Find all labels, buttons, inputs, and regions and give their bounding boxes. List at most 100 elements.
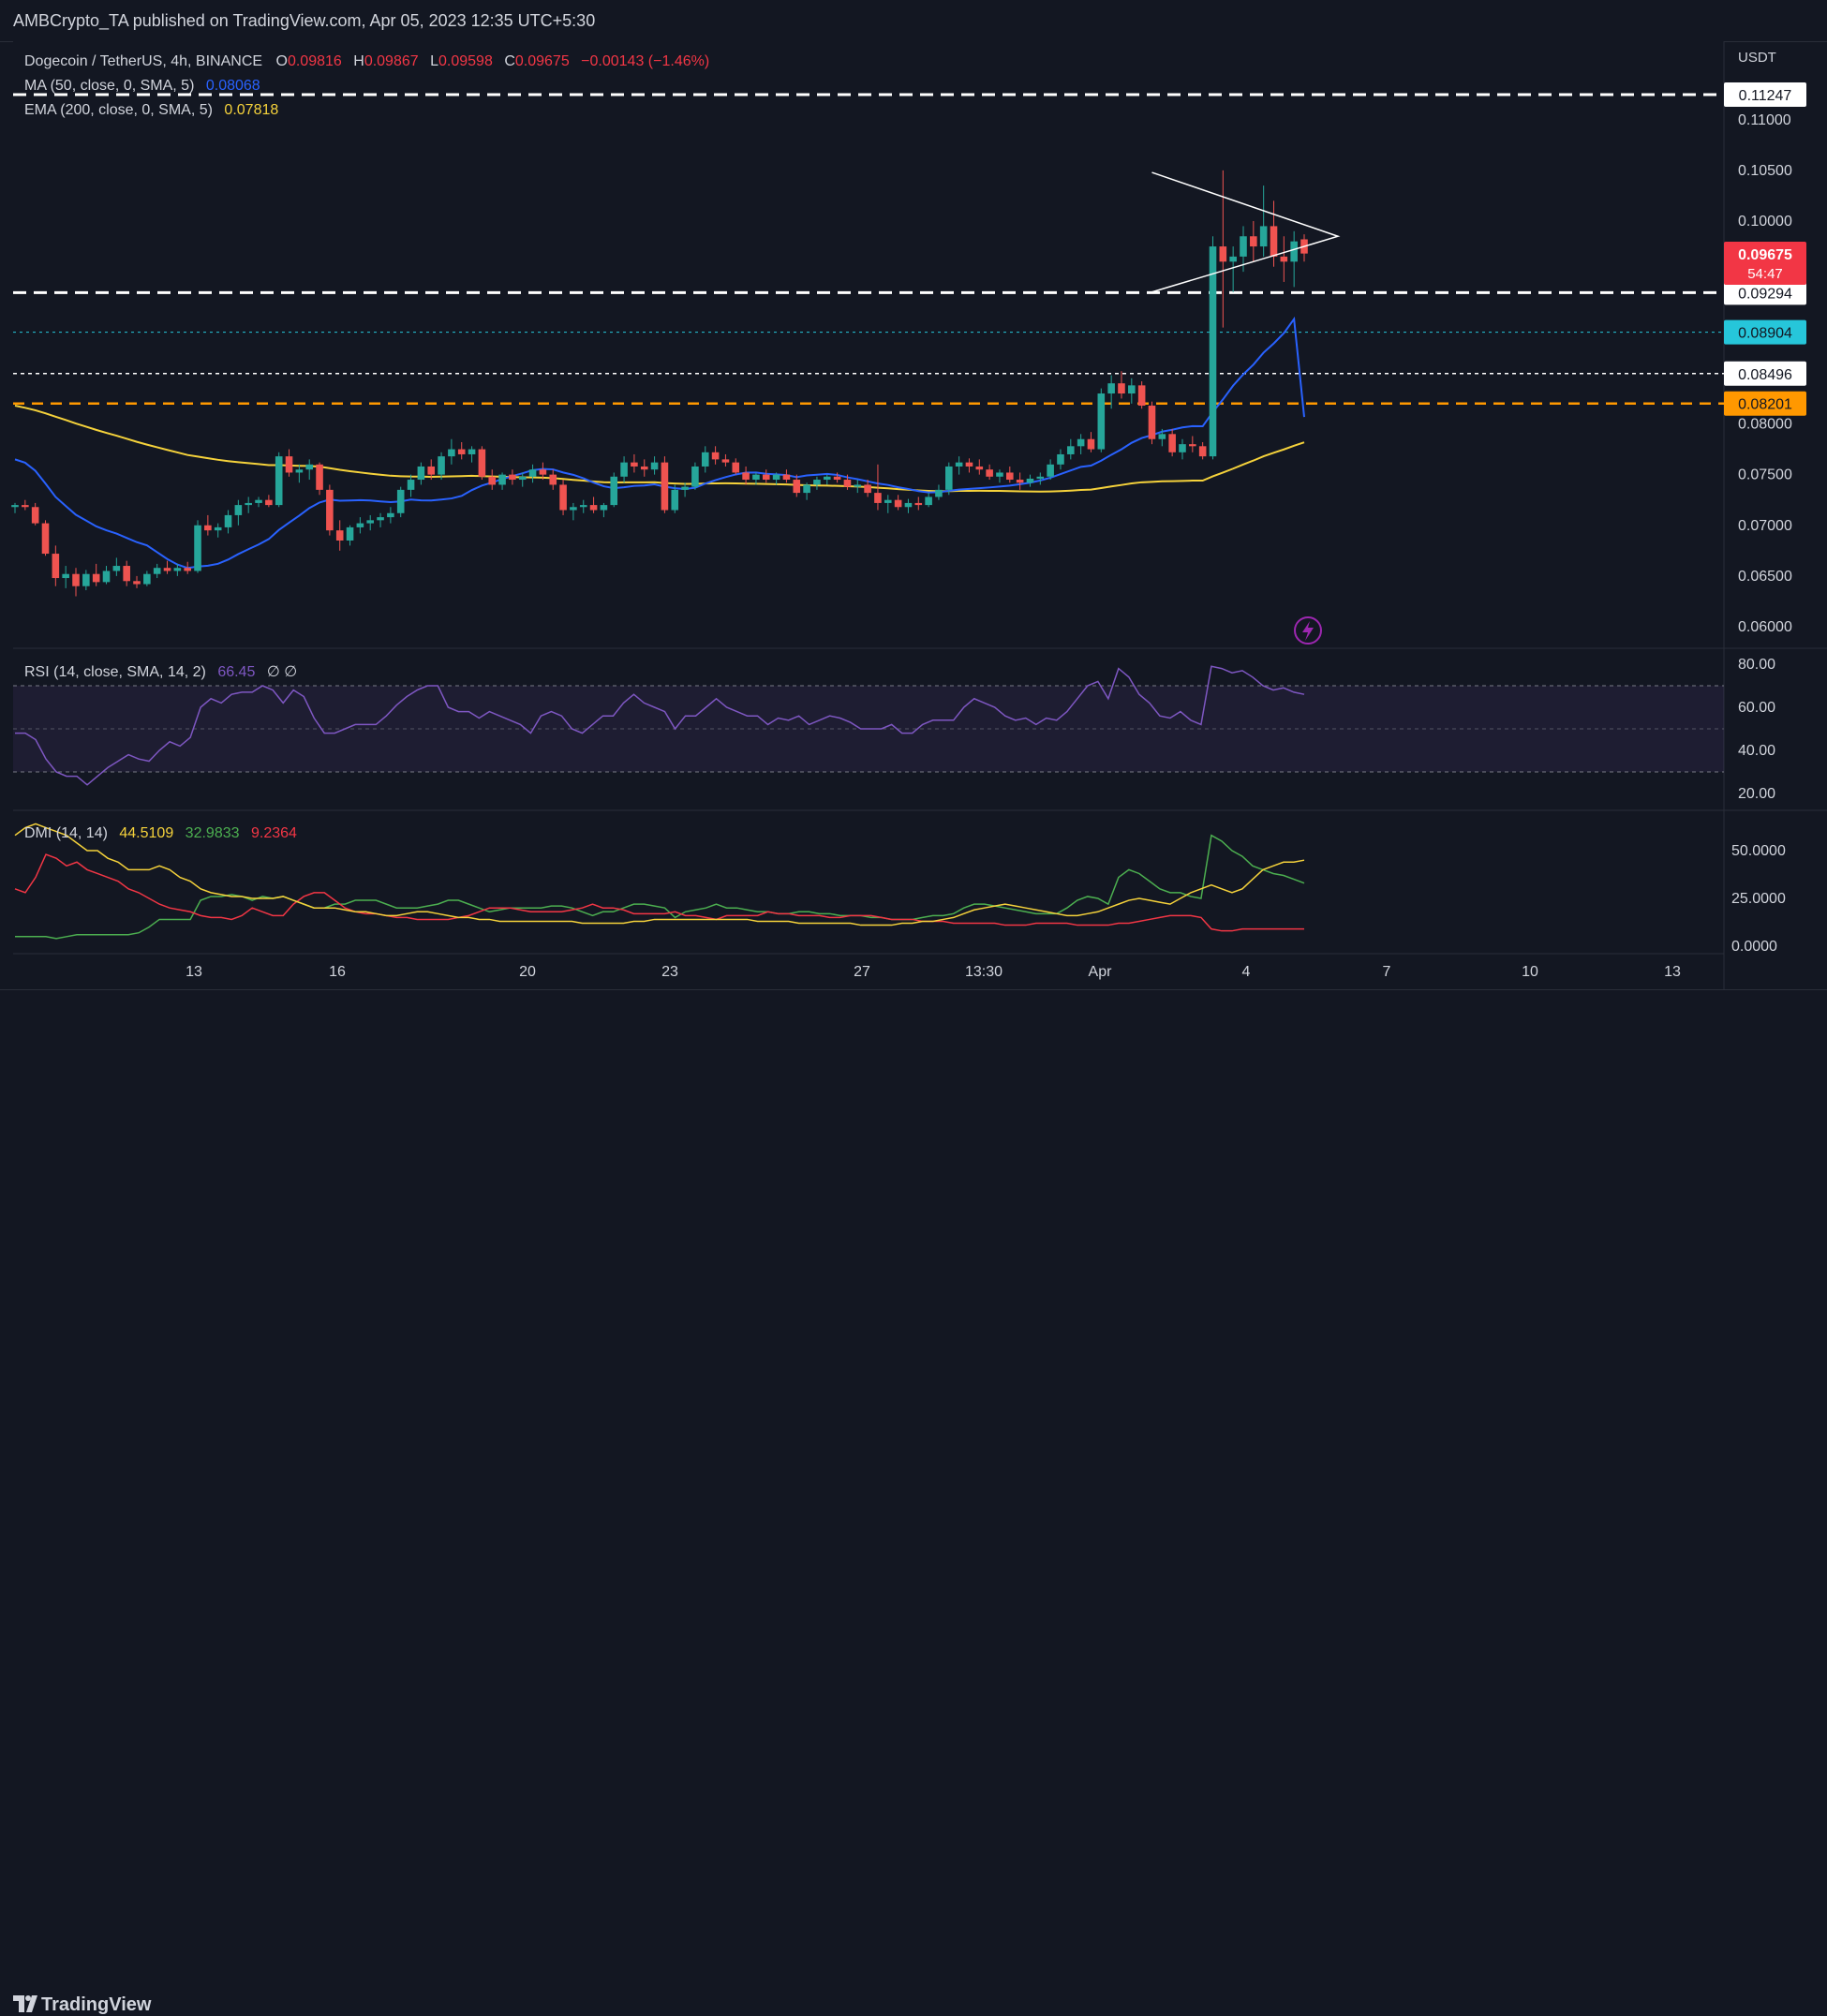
candle-body: [295, 469, 304, 473]
tradingview-brand[interactable]: TradingView: [41, 1994, 152, 2015]
candle-body: [650, 462, 659, 470]
candle-body: [589, 505, 598, 511]
candle-body: [631, 462, 638, 467]
candle-body: [925, 497, 932, 506]
support-resistance-levels[interactable]: [13, 93, 1724, 405]
candle-body: [1057, 453, 1064, 465]
candle-body: [1118, 383, 1125, 394]
candle-body: [894, 499, 902, 508]
candle-body: [518, 476, 527, 481]
candle-body: [1189, 444, 1196, 447]
candle-body: [396, 489, 405, 513]
rsi-tick-label: 80.00: [1738, 657, 1775, 673]
last-price-label: 0.09675: [1738, 247, 1792, 263]
candle-body: [387, 512, 394, 518]
price-tick-label: 0.10500: [1738, 163, 1792, 179]
time-tick-label: 13: [186, 964, 202, 980]
candle-body: [1148, 406, 1156, 439]
rsi-line-group: [15, 665, 1305, 786]
candle-body: [833, 476, 841, 481]
candle-body: [31, 507, 39, 524]
candle-body: [112, 566, 121, 571]
candle-body: [41, 523, 50, 555]
candle-body: [600, 505, 608, 511]
dmi-label: DMI (14, 14): [24, 825, 108, 841]
candle-body: [143, 573, 151, 585]
candle-body: [793, 480, 801, 494]
candle-body: [82, 573, 90, 586]
level-price-labels: 0.11247 0.09294 0.08904 0.08496 0.08201: [1724, 82, 1806, 416]
low-label: L: [430, 53, 438, 69]
candle-body: [549, 474, 557, 485]
symmetrical-triangle-drawing[interactable]: [1151, 171, 1341, 293]
di-minus-line: [14, 853, 1304, 932]
candle-body: [377, 517, 384, 521]
low-value: 0.09598: [438, 53, 493, 69]
candle-body: [874, 493, 882, 503]
candle-body: [944, 466, 953, 490]
candle-body: [681, 486, 689, 490]
time-tick-label: 27: [854, 964, 870, 980]
candle-body: [1229, 256, 1237, 262]
candle-body: [528, 469, 537, 477]
candle-body: [813, 480, 821, 485]
candle-body: [1006, 472, 1014, 481]
candle-body: [1047, 464, 1054, 477]
candle-body: [721, 459, 730, 463]
high-value: 0.09867: [364, 53, 419, 69]
candle-body: [285, 456, 293, 473]
candle-body: [935, 489, 943, 497]
candle-body: [102, 571, 111, 583]
rsi-tick-label: 20.00: [1738, 786, 1775, 802]
candle-body: [640, 466, 648, 470]
rsi-tick-label: 60.00: [1738, 700, 1775, 716]
ma-label: MA (50, close, 0, SMA, 5): [24, 78, 194, 94]
tradingview-logo-icon[interactable]: [13, 1995, 37, 2012]
candle-body: [803, 484, 810, 494]
rsi-label: RSI (14, close, SMA, 14, 2): [24, 664, 206, 680]
time-tick-label: 4: [1242, 964, 1251, 980]
time-axis[interactable]: 13 16 20 23 27 13:30 Apr 4 7 10 13: [186, 964, 1681, 980]
time-tick-label: Apr: [1089, 964, 1113, 980]
price-tick-label: 0.06000: [1738, 619, 1792, 635]
candle-body: [1290, 241, 1298, 262]
bar-countdown-label: 54:47: [1747, 266, 1783, 282]
candle-body: [843, 480, 852, 487]
time-tick-label: 13: [1664, 964, 1681, 980]
candle-body: [245, 502, 252, 506]
candle-body: [173, 568, 182, 571]
candle-body: [498, 474, 506, 485]
candle-body: [335, 530, 344, 541]
rsi-extra: ∅ ∅: [267, 664, 297, 680]
chart-canvas[interactable]: USDT 0.11000 0.10500 0.10000 0.08000 0.07500…: [0, 0, 1827, 989]
price-tick-label: 0.08000: [1738, 417, 1792, 433]
price-tick-label: 0.11000: [1738, 112, 1791, 128]
candle-body: [417, 466, 425, 481]
candle-body: [579, 505, 587, 508]
price-pane[interactable]: [13, 41, 1724, 648]
candle-body: [996, 472, 1003, 477]
triangle-edges: [1151, 171, 1341, 293]
candle-body: [661, 462, 669, 511]
symbol-legend: Dogecoin / TetherUS, 4h, BINANCE O0.0981…: [24, 53, 709, 841]
svg-text:DMI (14, 14) 44.5109: DMI (14, 14) 44.5109 32.9833 9.2364: [24, 825, 297, 841]
dmi-scale: 50.0000 25.0000 0.0000: [1731, 843, 1786, 955]
close-value: 0.09675: [515, 53, 570, 69]
close-label: C: [504, 53, 515, 69]
ma-value: 0.08068: [206, 78, 260, 94]
candle-body: [1087, 438, 1095, 450]
time-tick-label: 7: [1383, 964, 1391, 980]
candle-body: [92, 573, 100, 583]
candle-body: [448, 449, 455, 457]
open-value: 0.09816: [288, 53, 342, 69]
candlestick-series[interactable]: [11, 170, 1308, 597]
svg-text:Dogecoin / TetherUS, 4h, BINAN: Dogecoin / TetherUS, 4h, BINANCE O0.0981…: [24, 53, 709, 69]
price-scale[interactable]: 0.11000 0.10500 0.10000 0.08000 0.07500 0.070…: [1738, 112, 1792, 635]
ema-200-line: [14, 405, 1305, 493]
lightning-icon[interactable]: [1294, 616, 1322, 645]
candle-body: [570, 507, 577, 511]
candle-body: [1209, 246, 1217, 457]
candle-body: [884, 499, 892, 503]
candle-body: [234, 505, 243, 515]
candle-body: [559, 484, 567, 511]
